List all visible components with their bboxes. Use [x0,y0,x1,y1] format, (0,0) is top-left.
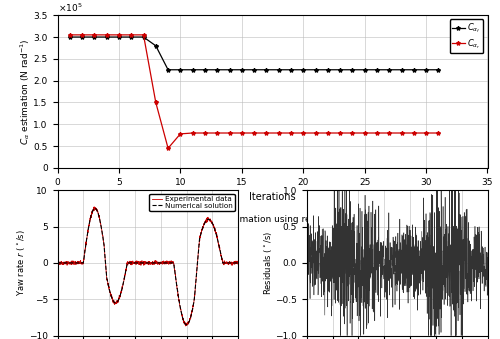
$C_{\alpha_f}$ [92,35,98,39]
$C_{\alpha_f}$ [128,35,134,39]
$C_{\alpha_f}$ [251,68,257,72]
Numerical solution [54,261,60,265]
$C_{\alpha_r}$ [214,131,220,135]
$C_{\alpha_f}$ [350,68,356,72]
$C_{\alpha_r}$ [276,131,281,135]
Numerical solution [232,261,238,265]
$C_{\alpha_f}$ [67,35,73,39]
Experimental data [202,223,207,227]
Numerical solution [202,222,207,226]
$C_{\alpha_r}$ [264,131,270,135]
Y-axis label: Residuals ($^\circ$/s): Residuals ($^\circ$/s) [262,231,274,295]
Experimental data [150,260,156,264]
$C_{\alpha_r}$ [153,100,159,104]
$C_{\alpha_r}$ [165,146,171,150]
$C_{\alpha_f}$ [312,68,318,72]
Experimental data [91,205,97,209]
$C_{\alpha_r}$ [288,131,294,135]
Y-axis label: $C_\alpha$ estimation (N rad$^{-1}$): $C_\alpha$ estimation (N rad$^{-1}$) [18,38,32,145]
$C_{\alpha_f}$ [226,68,232,72]
Line: $C_{\alpha_f}$: $C_{\alpha_f}$ [68,35,440,72]
$C_{\alpha_r}$ [312,131,318,135]
$C_{\alpha_r}$ [226,131,232,135]
$C_{\alpha_r}$ [337,131,343,135]
Title: (a) Parameters estimation using real measurements.: (a) Parameters estimation using real mea… [153,215,392,224]
$C_{\alpha_f}$ [116,35,122,39]
$C_{\alpha_r}$ [423,131,429,135]
$C_{\alpha_f}$ [374,68,380,72]
$C_{\alpha_r}$ [251,131,257,135]
Experimental data [54,260,60,264]
$C_{\alpha_r}$ [67,33,73,37]
$C_{\alpha_f}$ [214,68,220,72]
$C_{\alpha_f}$ [239,68,245,72]
Experimental data [232,260,238,264]
$C_{\alpha_r}$ [104,33,110,37]
Experimental data [235,261,241,265]
Legend: Experimental data, Numerical solution: Experimental data, Numerical solution [150,194,234,211]
$C_{\alpha_r}$ [190,131,196,135]
$C_{\alpha_f}$ [276,68,281,72]
$C_{\alpha_r}$ [300,131,306,135]
Numerical solution [138,261,144,265]
$C_{\alpha_f}$ [104,35,110,39]
Y-axis label: Yaw rate $r$ ($^\circ$/s): Yaw rate $r$ ($^\circ$/s) [16,230,28,296]
Line: $C_{\alpha_r}$: $C_{\alpha_r}$ [68,33,440,151]
$C_{\alpha_f}$ [178,68,184,72]
$C_{\alpha_f}$ [288,68,294,72]
$C_{\alpha_r}$ [411,131,417,135]
$C_{\alpha_f}$ [300,68,306,72]
$C_{\alpha_r}$ [79,33,85,37]
Numerical solution [235,261,241,265]
$C_{\alpha_r}$ [178,132,184,136]
$C_{\alpha_r}$ [202,131,208,135]
$C_{\alpha_f}$ [79,35,85,39]
Numerical solution [117,294,123,298]
Numerical solution [184,323,190,327]
$C_{\alpha_f}$ [140,35,146,39]
$C_{\alpha_f}$ [362,68,368,72]
$C_{\alpha_r}$ [128,33,134,37]
$C_{\alpha_r}$ [140,33,146,37]
$C_{\alpha_r}$ [386,131,392,135]
$C_{\alpha_f}$ [153,44,159,48]
Experimental data [138,261,144,265]
$C_{\alpha_f}$ [202,68,208,72]
Numerical solution [98,226,104,230]
$C_{\alpha_f}$ [337,68,343,72]
Experimental data [117,294,123,298]
$C_{\alpha_f}$ [436,68,442,72]
$C_{\alpha_r}$ [239,131,245,135]
$C_{\alpha_r}$ [436,131,442,135]
$C_{\alpha_f}$ [264,68,270,72]
Line: Experimental data: Experimental data [58,207,238,326]
Experimental data [182,324,188,328]
$C_{\alpha_f}$ [398,68,404,72]
$C_{\alpha_r}$ [116,33,122,37]
$C_{\alpha_r}$ [374,131,380,135]
$C_{\alpha_r}$ [398,131,404,135]
$C_{\alpha_f}$ [325,68,331,72]
Legend: $C_{\alpha_f}$, $C_{\alpha_r}$: $C_{\alpha_f}$, $C_{\alpha_r}$ [450,19,484,53]
$C_{\alpha_f}$ [423,68,429,72]
X-axis label: Iterations: Iterations [249,192,296,202]
Numerical solution [150,261,156,265]
$C_{\alpha_r}$ [350,131,356,135]
$C_{\alpha_r}$ [325,131,331,135]
$C_{\alpha_f}$ [190,68,196,72]
Numerical solution [92,206,98,211]
Text: $\times 10^5$: $\times 10^5$ [58,1,82,14]
$C_{\alpha_f}$ [386,68,392,72]
$C_{\alpha_r}$ [92,33,98,37]
$C_{\alpha_f}$ [411,68,417,72]
$C_{\alpha_r}$ [362,131,368,135]
$C_{\alpha_f}$ [165,68,171,72]
Line: Numerical solution: Numerical solution [58,208,238,325]
Experimental data [98,227,104,231]
